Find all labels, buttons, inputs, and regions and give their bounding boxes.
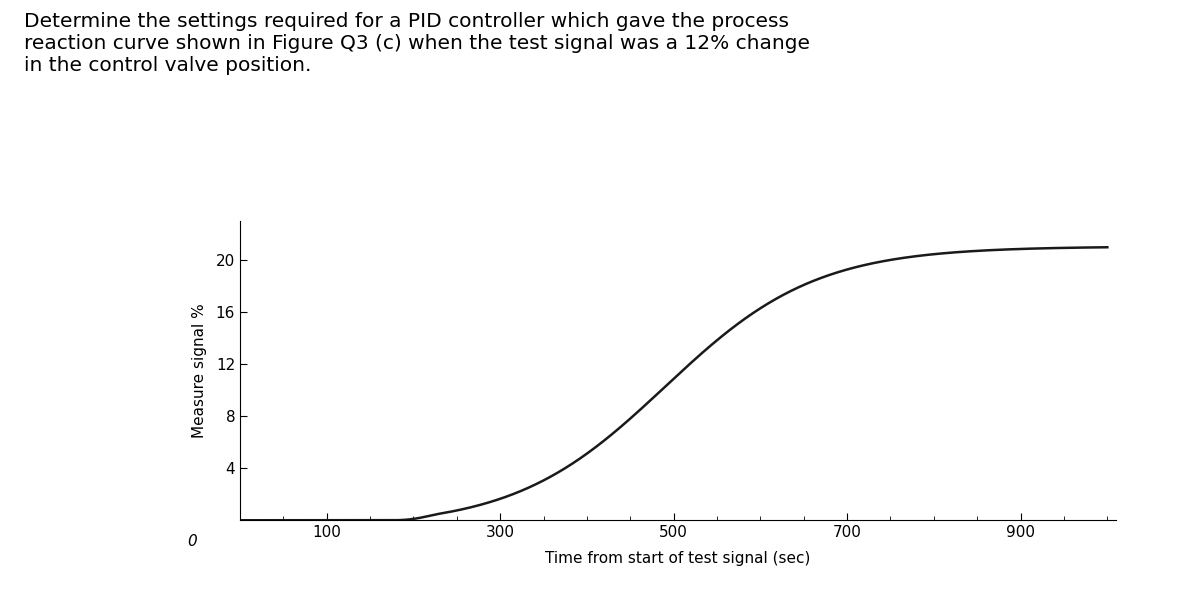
Y-axis label: Measure signal %: Measure signal % xyxy=(192,303,208,438)
Text: 0: 0 xyxy=(187,533,197,549)
Text: Determine the settings required for a PID controller which gave the process
reac: Determine the settings required for a PI… xyxy=(24,12,810,75)
X-axis label: Time from start of test signal (sec): Time from start of test signal (sec) xyxy=(545,551,811,566)
